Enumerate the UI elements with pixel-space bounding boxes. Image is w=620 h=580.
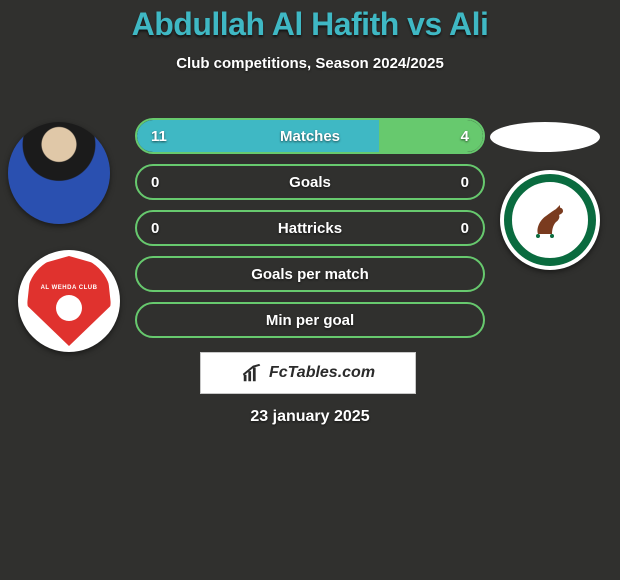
- stat-label: Goals: [137, 166, 483, 198]
- brand-box: FcTables.com: [200, 352, 416, 394]
- club-badge-right: [500, 170, 600, 270]
- stat-row: 00Goals: [135, 164, 485, 200]
- stat-label: Goals per match: [137, 258, 483, 290]
- club-badge-left-shield: AL WEHDA CLUB: [27, 256, 111, 346]
- horse-icon: [530, 200, 570, 240]
- stat-label: Min per goal: [137, 304, 483, 336]
- page-title: Abdullah Al Hafith vs Ali: [0, 6, 620, 43]
- chart-icon: [241, 362, 263, 384]
- stats-column: 114Matches 00Goals 00Hattricks Goals per ma…: [135, 118, 485, 348]
- subtitle: Club competitions, Season 2024/2025: [0, 55, 620, 72]
- stat-row: Goals per match: [135, 256, 485, 292]
- stat-label: Matches: [137, 120, 483, 152]
- club-badge-right-ring: [504, 174, 596, 266]
- stat-label: Hattricks: [137, 212, 483, 244]
- stat-row: 00Hattricks: [135, 210, 485, 246]
- club-badge-left: AL WEHDA CLUB: [18, 250, 120, 352]
- stat-row: Min per goal: [135, 302, 485, 338]
- stat-row: 114Matches: [135, 118, 485, 154]
- soccer-ball-icon: [56, 295, 82, 321]
- date-text: 23 january 2025: [0, 408, 620, 426]
- brand-text: FcTables.com: [269, 364, 375, 382]
- club-badge-left-text: AL WEHDA CLUB: [41, 285, 98, 291]
- player-photo-right-placeholder: [490, 122, 600, 152]
- player-photo-left: [8, 122, 110, 224]
